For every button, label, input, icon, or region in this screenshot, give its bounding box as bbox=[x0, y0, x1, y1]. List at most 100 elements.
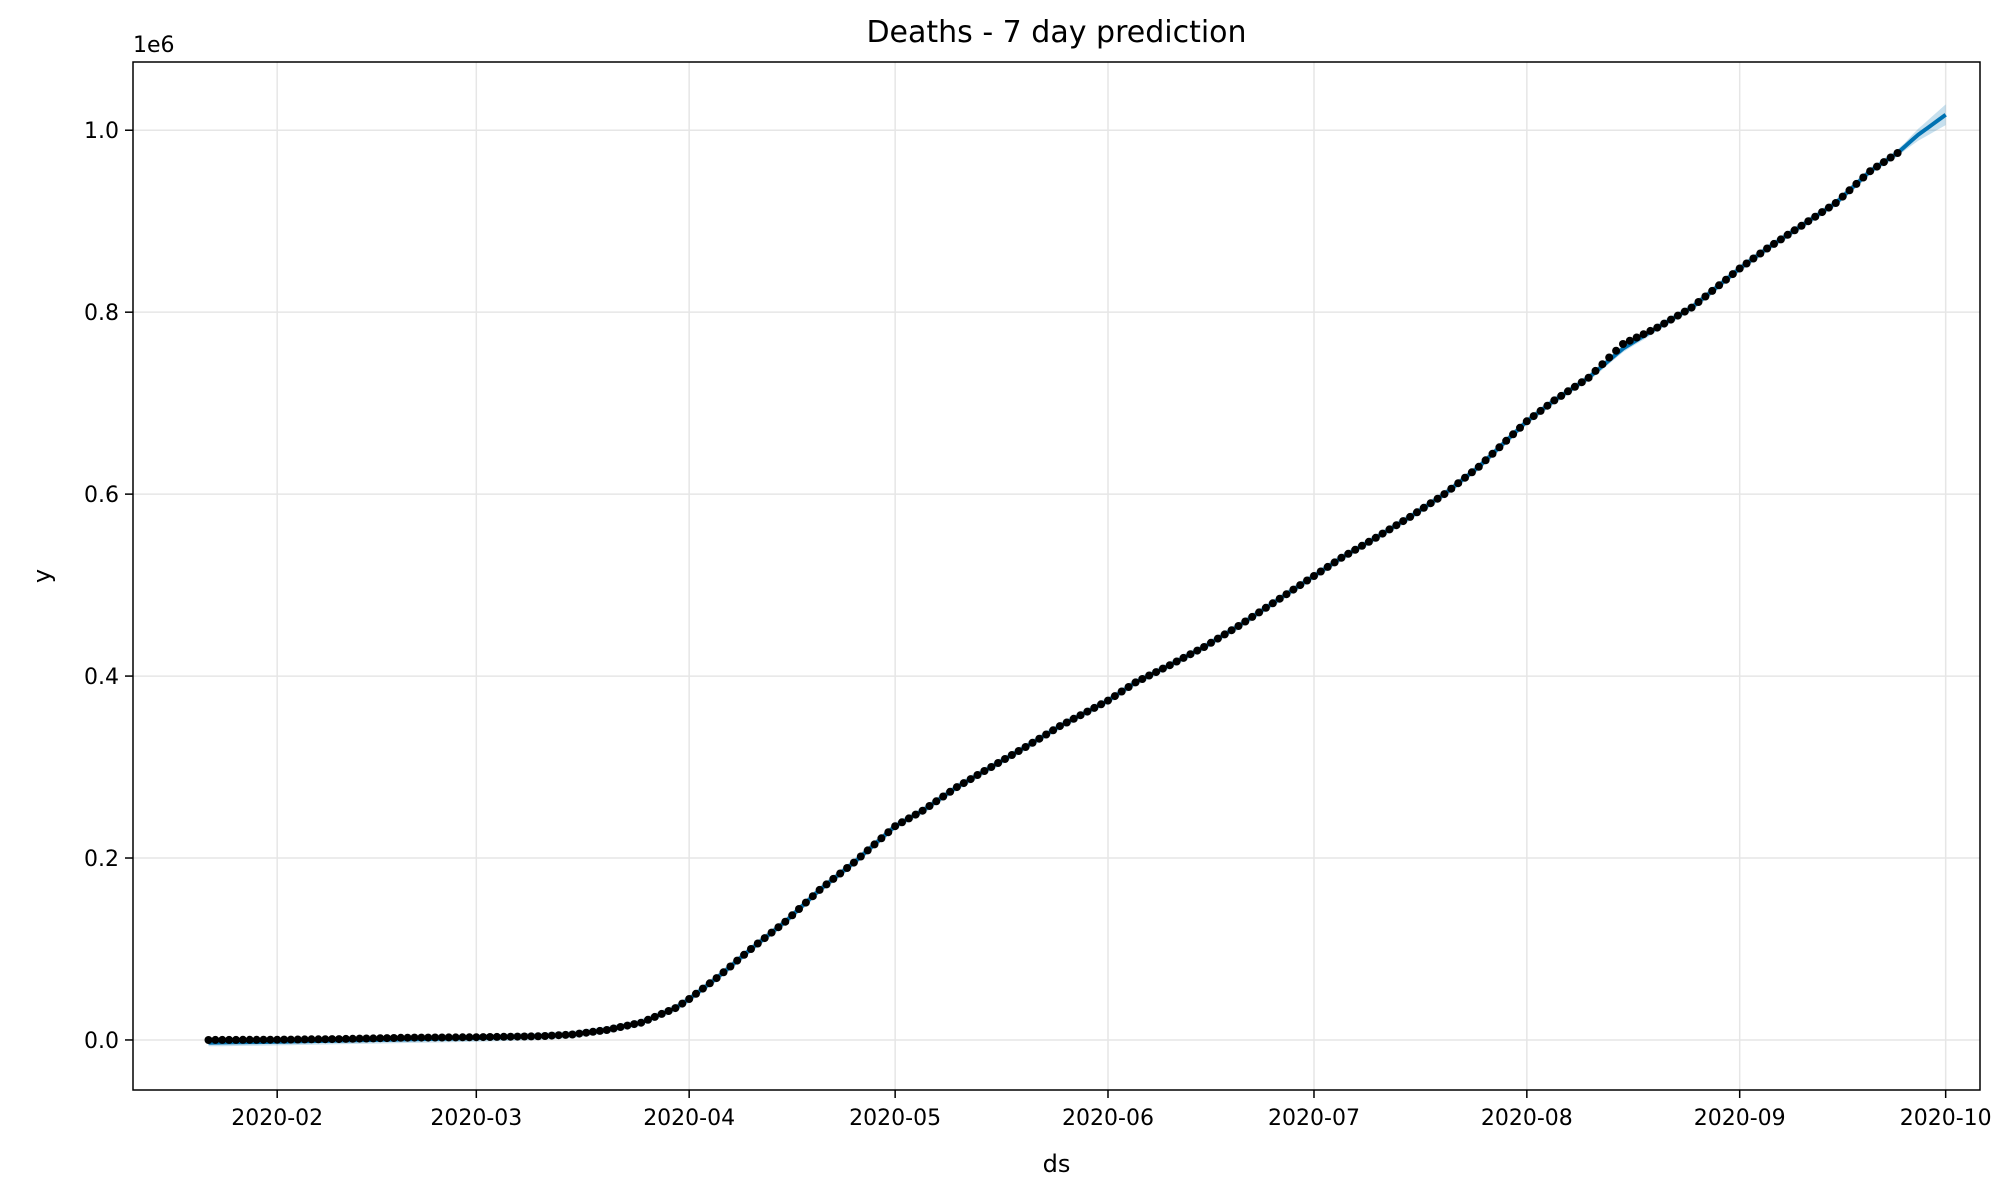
x-axis-label: ds bbox=[1043, 1150, 1071, 1178]
observed-point bbox=[980, 767, 989, 775]
observed-point bbox=[1673, 311, 1682, 320]
observed-point bbox=[767, 928, 776, 937]
observed-point bbox=[232, 1035, 240, 1044]
observed-point bbox=[1852, 179, 1861, 188]
observed-point bbox=[891, 822, 900, 831]
observed-point bbox=[1632, 333, 1641, 342]
observed-point bbox=[630, 1020, 639, 1029]
observed-point bbox=[513, 1032, 522, 1041]
observed-point bbox=[1200, 643, 1209, 651]
y-tick-label: 0.8 bbox=[84, 301, 119, 326]
observed-point bbox=[801, 898, 810, 907]
observed-point bbox=[1186, 650, 1195, 659]
observed-series bbox=[204, 149, 1902, 1044]
observed-point bbox=[1337, 553, 1346, 562]
y-axis-ticks: 0.0 0.2 0.4 0.6 0.8 1.0 bbox=[84, 119, 133, 1054]
x-tick-label: 2020-07 bbox=[1268, 1106, 1360, 1131]
observed-point bbox=[341, 1034, 350, 1043]
observed-point bbox=[616, 1023, 625, 1031]
observed-point bbox=[1804, 217, 1813, 226]
observed-point bbox=[1845, 186, 1854, 195]
observed-point bbox=[1598, 360, 1607, 369]
observed-point bbox=[1413, 508, 1421, 517]
observed-point bbox=[1152, 668, 1161, 677]
observed-point bbox=[211, 1035, 220, 1044]
observed-point bbox=[389, 1034, 398, 1042]
observed-point bbox=[369, 1034, 378, 1043]
observed-point bbox=[1653, 323, 1662, 332]
observed-point bbox=[1873, 162, 1881, 171]
observed-point bbox=[1776, 235, 1785, 244]
observed-point bbox=[1392, 521, 1401, 530]
observed-point bbox=[815, 885, 824, 894]
observed-point bbox=[451, 1033, 460, 1042]
observed-point bbox=[1035, 734, 1044, 743]
observed-point bbox=[1612, 346, 1621, 355]
observed-point bbox=[1687, 303, 1696, 312]
observed-point bbox=[1097, 700, 1106, 709]
observed-point bbox=[664, 1007, 673, 1015]
observed-point bbox=[348, 1034, 357, 1043]
observed-point bbox=[1543, 401, 1552, 410]
observed-point bbox=[1316, 567, 1325, 576]
observed-point bbox=[829, 874, 838, 883]
x-tick-label: 2020-04 bbox=[643, 1106, 735, 1131]
observed-point bbox=[1001, 755, 1009, 763]
observed-point bbox=[1021, 743, 1030, 751]
observed-point bbox=[733, 956, 742, 965]
x-axis-ticks: 2020-02 2020-03 2020-04 2020-05 2020-06 2020-… bbox=[231, 1090, 1992, 1131]
observed-point bbox=[1797, 221, 1806, 230]
observed-point bbox=[1351, 545, 1360, 554]
observed-point bbox=[1007, 751, 1016, 759]
observed-point bbox=[1110, 692, 1119, 701]
observed-point bbox=[966, 775, 975, 784]
observed-point bbox=[1378, 529, 1387, 538]
observed-point bbox=[417, 1033, 426, 1042]
observed-point bbox=[870, 840, 879, 849]
observed-point bbox=[1399, 517, 1408, 526]
observed-point bbox=[1433, 494, 1442, 503]
y-axis-offset-label: 1e6 bbox=[133, 33, 175, 58]
observed-point bbox=[1241, 617, 1250, 626]
observed-point bbox=[225, 1035, 234, 1044]
observed-point bbox=[1680, 307, 1689, 316]
observed-point bbox=[1179, 653, 1188, 662]
observed-point bbox=[293, 1035, 302, 1044]
observed-point bbox=[1289, 585, 1298, 594]
observed-point bbox=[1104, 696, 1112, 705]
observed-point bbox=[1536, 406, 1545, 415]
observed-point bbox=[1426, 499, 1435, 508]
observed-point bbox=[1069, 714, 1078, 723]
observed-point bbox=[499, 1032, 508, 1041]
observed-point bbox=[321, 1035, 330, 1044]
observed-point bbox=[637, 1018, 646, 1027]
observed-point bbox=[472, 1033, 481, 1042]
observed-point bbox=[506, 1032, 515, 1041]
observed-point bbox=[1742, 259, 1751, 268]
y-tick-label: 0.6 bbox=[84, 483, 119, 508]
observed-point bbox=[1502, 436, 1511, 445]
observed-point bbox=[671, 1004, 680, 1013]
observed-point bbox=[939, 792, 948, 801]
observed-point bbox=[204, 1036, 213, 1044]
observed-point bbox=[410, 1033, 419, 1042]
observed-point bbox=[335, 1035, 343, 1044]
observed-point bbox=[1447, 484, 1456, 493]
observed-point bbox=[396, 1033, 405, 1042]
observed-point bbox=[1358, 541, 1366, 550]
observed-point bbox=[403, 1033, 412, 1042]
x-tick-label: 2020-03 bbox=[430, 1106, 522, 1131]
observed-point bbox=[1234, 622, 1243, 630]
observed-point bbox=[822, 880, 831, 889]
observed-point bbox=[918, 806, 927, 815]
observed-point bbox=[1488, 449, 1497, 458]
observed-point bbox=[1591, 366, 1600, 375]
observed-point bbox=[383, 1034, 391, 1043]
observed-point bbox=[1062, 718, 1071, 727]
observed-point bbox=[1282, 590, 1291, 599]
observed-point bbox=[1550, 396, 1559, 405]
observed-point bbox=[1310, 572, 1318, 580]
x-tick-label: 2020-02 bbox=[231, 1106, 323, 1131]
observed-point bbox=[644, 1015, 652, 1024]
observed-point bbox=[609, 1024, 618, 1033]
